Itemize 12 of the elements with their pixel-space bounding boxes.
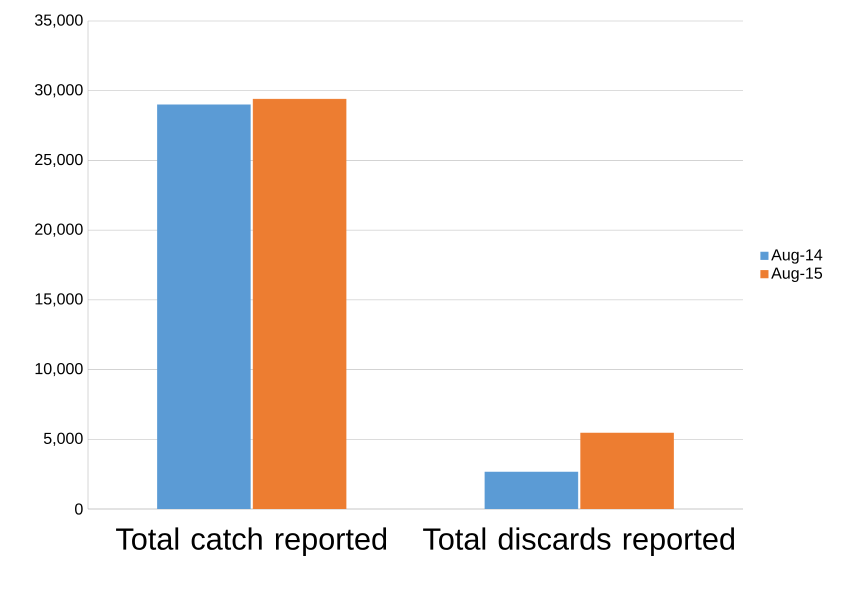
- y-tick-label: 15,000: [36, 293, 83, 306]
- y-tick-label: 0: [75, 503, 83, 515]
- y-tick-label: 25,000: [35, 154, 83, 168]
- legend-label: Aug-15: [771, 268, 822, 282]
- x-tick-label: Total catch reported: [116, 527, 386, 556]
- y-tick-label: 20,000: [35, 224, 83, 237]
- legend-label: Aug-14: [771, 249, 822, 264]
- y-tick-label: 30,000: [34, 84, 83, 98]
- y-tick-label: 5,000: [44, 432, 83, 446]
- x-tick-label: Total discards reported: [423, 527, 734, 556]
- y-tick-label: 10,000: [36, 362, 83, 376]
- y-tick-label: 35,000: [34, 14, 83, 28]
